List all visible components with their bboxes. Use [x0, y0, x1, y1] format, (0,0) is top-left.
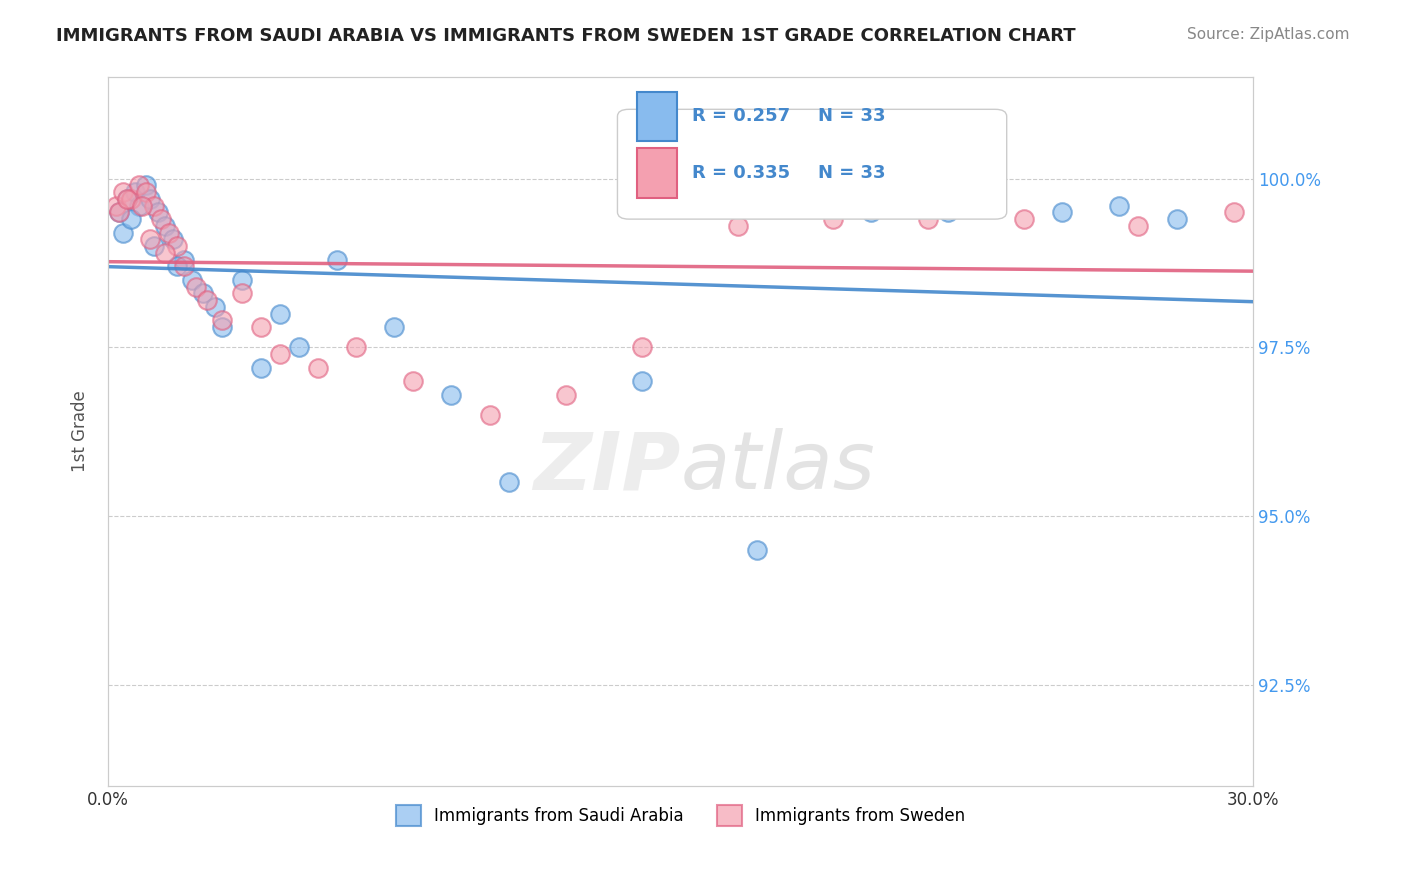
- Point: [162, 232, 184, 246]
- Point: [112, 185, 135, 199]
- Point: [231, 286, 253, 301]
- Point: [166, 239, 188, 253]
- Point: [120, 192, 142, 206]
- Point: [146, 205, 169, 219]
- Point: [1108, 199, 1130, 213]
- Point: [745, 542, 768, 557]
- Point: [173, 260, 195, 274]
- Point: [166, 260, 188, 274]
- Point: [211, 313, 233, 327]
- Point: [193, 286, 215, 301]
- Point: [231, 273, 253, 287]
- Point: [115, 192, 138, 206]
- Text: ZIP: ZIP: [533, 428, 681, 506]
- Point: [128, 199, 150, 213]
- Point: [139, 192, 162, 206]
- Point: [115, 192, 138, 206]
- Point: [269, 307, 291, 321]
- Point: [344, 340, 367, 354]
- Point: [402, 374, 425, 388]
- Point: [478, 408, 501, 422]
- Point: [1012, 212, 1035, 227]
- Point: [498, 475, 520, 490]
- Point: [195, 293, 218, 307]
- Legend: Immigrants from Saudi Arabia, Immigrants from Sweden: Immigrants from Saudi Arabia, Immigrants…: [387, 797, 973, 834]
- Point: [104, 199, 127, 213]
- Point: [440, 387, 463, 401]
- FancyBboxPatch shape: [617, 110, 1007, 219]
- Point: [326, 252, 349, 267]
- Point: [181, 273, 204, 287]
- Text: R = 0.335: R = 0.335: [692, 164, 790, 182]
- Bar: [637, 92, 676, 141]
- Point: [124, 185, 146, 199]
- Point: [135, 185, 157, 199]
- Point: [917, 212, 939, 227]
- Point: [936, 205, 959, 219]
- Text: N = 33: N = 33: [818, 107, 886, 126]
- Point: [142, 199, 165, 213]
- Point: [249, 320, 271, 334]
- Point: [108, 205, 131, 219]
- Point: [727, 219, 749, 233]
- Point: [382, 320, 405, 334]
- Point: [150, 212, 173, 227]
- Point: [155, 245, 177, 260]
- Point: [173, 252, 195, 267]
- Text: atlas: atlas: [681, 428, 875, 506]
- Point: [631, 374, 654, 388]
- Point: [249, 360, 271, 375]
- Point: [1128, 219, 1150, 233]
- Point: [1166, 212, 1188, 227]
- Point: [1050, 205, 1073, 219]
- Point: [1222, 205, 1244, 219]
- Point: [142, 239, 165, 253]
- Y-axis label: 1st Grade: 1st Grade: [72, 391, 89, 473]
- Bar: [637, 148, 676, 198]
- Point: [823, 212, 845, 227]
- Point: [157, 226, 180, 240]
- Point: [112, 226, 135, 240]
- Text: Source: ZipAtlas.com: Source: ZipAtlas.com: [1187, 27, 1350, 42]
- Point: [307, 360, 329, 375]
- Point: [211, 320, 233, 334]
- Point: [135, 178, 157, 193]
- Point: [128, 178, 150, 193]
- Point: [860, 205, 883, 219]
- Text: R = 0.257: R = 0.257: [692, 107, 790, 126]
- Point: [155, 219, 177, 233]
- Point: [288, 340, 311, 354]
- Point: [555, 387, 578, 401]
- Point: [120, 212, 142, 227]
- Point: [131, 199, 153, 213]
- Point: [139, 232, 162, 246]
- Point: [184, 279, 207, 293]
- Point: [204, 300, 226, 314]
- Text: IMMIGRANTS FROM SAUDI ARABIA VS IMMIGRANTS FROM SWEDEN 1ST GRADE CORRELATION CHA: IMMIGRANTS FROM SAUDI ARABIA VS IMMIGRAN…: [56, 27, 1076, 45]
- Point: [631, 340, 654, 354]
- Point: [269, 347, 291, 361]
- Point: [108, 205, 131, 219]
- Text: N = 33: N = 33: [818, 164, 886, 182]
